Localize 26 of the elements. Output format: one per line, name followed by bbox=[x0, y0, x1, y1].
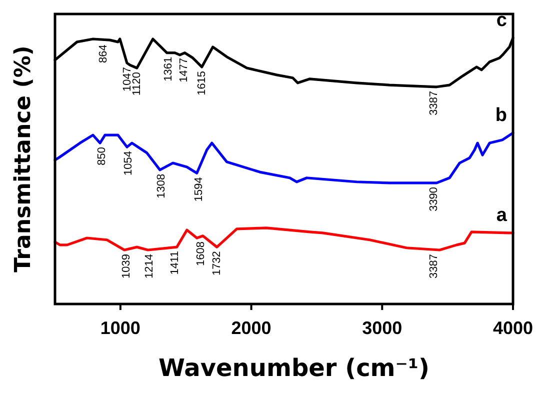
annotation: 3387 bbox=[428, 90, 440, 116]
annotation: 1732 bbox=[211, 251, 224, 276]
annotation: 1054 bbox=[122, 151, 134, 176]
x-tick-label: 4000 bbox=[492, 318, 534, 338]
x-tick-label: 2000 bbox=[231, 318, 272, 338]
annotation: 864 bbox=[98, 44, 110, 63]
x-tick-label: 1000 bbox=[100, 318, 140, 338]
series-label: b bbox=[495, 104, 507, 126]
y-axis-title: Transmittance (%) bbox=[11, 46, 36, 272]
series-label: a bbox=[496, 204, 508, 226]
annotation: 1615 bbox=[196, 70, 208, 96]
annotation: 1411 bbox=[169, 251, 182, 275]
annotation: 1594 bbox=[193, 177, 206, 202]
annotation: 1120 bbox=[131, 72, 144, 96]
annotation: 1039 bbox=[120, 254, 133, 278]
x-tick-label: 3000 bbox=[362, 318, 402, 338]
annotation: 1308 bbox=[156, 174, 168, 198]
annotation: 1477 bbox=[178, 58, 190, 82]
annotation: 1361 bbox=[162, 56, 175, 82]
annotation: 1214 bbox=[143, 254, 156, 278]
x-axis-title: Wavenumber (cm⁻¹) bbox=[158, 354, 430, 382]
annotation: 1608 bbox=[194, 241, 207, 266]
annotation: 3387 bbox=[428, 254, 440, 278]
annotation: 3390 bbox=[428, 186, 440, 212]
annotation: 850 bbox=[96, 147, 108, 166]
series-label: c bbox=[496, 10, 508, 31]
